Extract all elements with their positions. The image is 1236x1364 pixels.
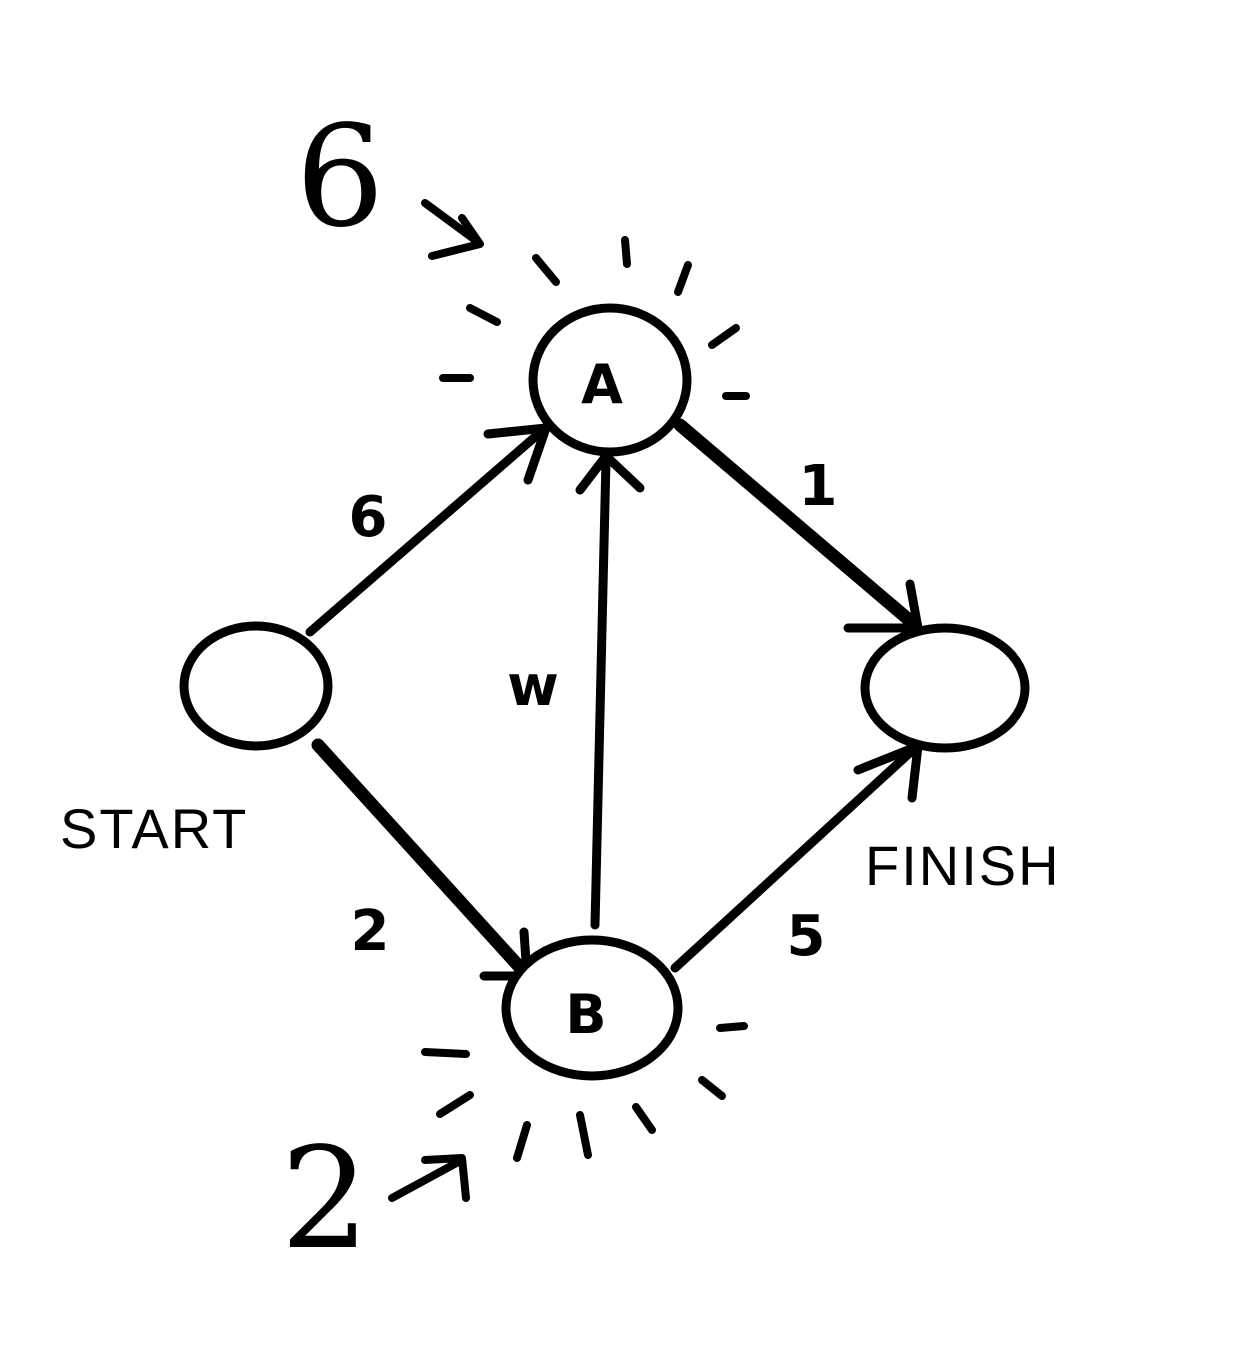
cost-a: 6 <box>295 96 384 259</box>
node-finish <box>860 623 1030 753</box>
glow-rays-icon <box>439 236 750 400</box>
edge-start-a <box>305 423 551 637</box>
finish-caption: FINISH <box>865 834 1061 897</box>
start-caption: START <box>60 797 248 860</box>
edge-weight-start-a: 6 <box>349 485 388 550</box>
edge-weight-start-b: 2 <box>351 899 390 964</box>
edge-weight-b-finish: 5 <box>787 904 826 969</box>
edge-start-b <box>311 738 532 981</box>
node-start <box>179 621 333 751</box>
edge-b-a <box>575 451 645 930</box>
cost-b: 2 <box>280 1118 369 1281</box>
node-a: A <box>528 303 692 457</box>
arrow-icon <box>421 199 484 260</box>
edge-weight-b-a: w <box>507 654 559 719</box>
node-a-label: A <box>581 353 623 416</box>
glow-rays-icon <box>421 1022 748 1162</box>
edge-weight-a-finish: 1 <box>799 454 838 519</box>
node-b-label: B <box>565 983 606 1046</box>
node-b: B <box>501 935 683 1081</box>
arrow-icon <box>388 1154 470 1202</box>
